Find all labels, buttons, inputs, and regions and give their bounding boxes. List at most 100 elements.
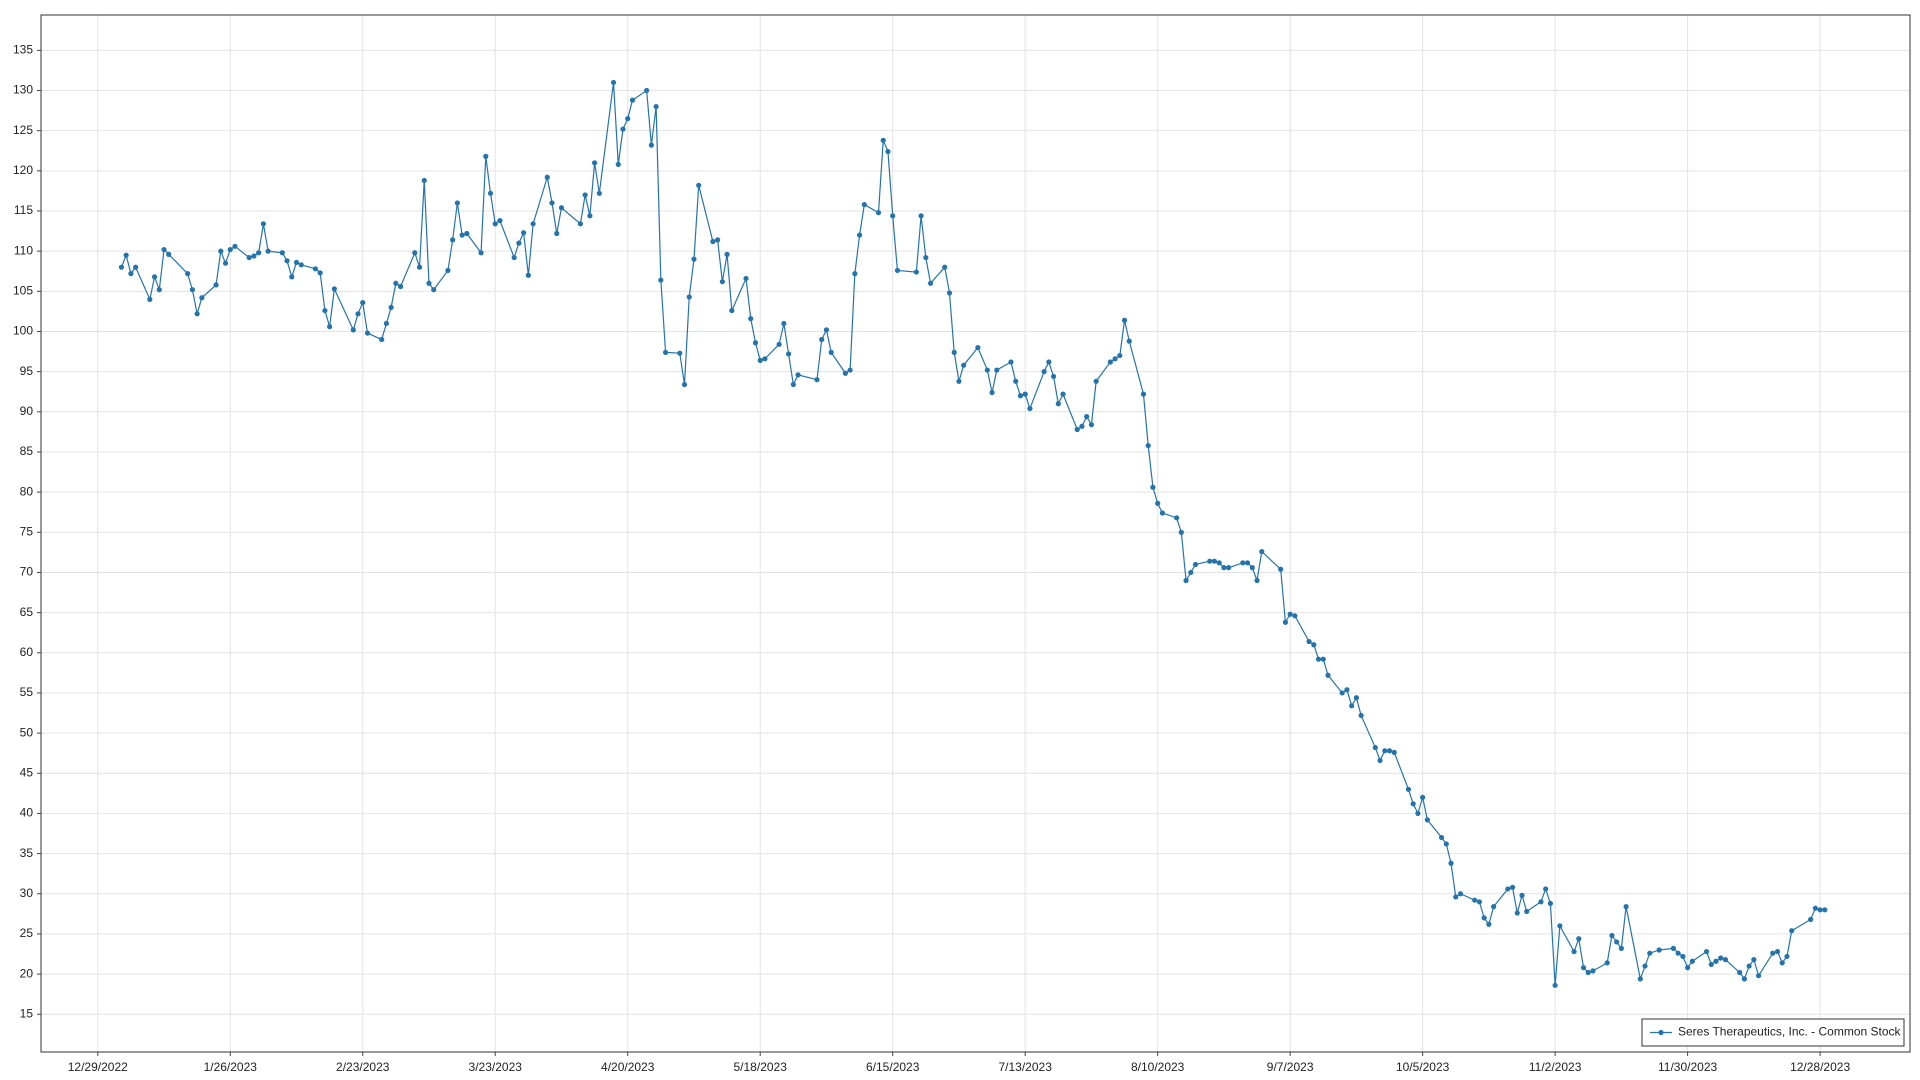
- x-tick-label: 2/23/2023: [336, 1060, 390, 1074]
- data-point: [1557, 923, 1563, 929]
- data-point: [1614, 939, 1620, 945]
- x-tick-label: 12/28/2023: [1790, 1060, 1850, 1074]
- data-point: [1514, 910, 1520, 916]
- data-point: [554, 230, 560, 237]
- data-point: [875, 210, 882, 216]
- data-point: [677, 350, 683, 356]
- y-tick-label: 130: [13, 83, 33, 97]
- data-point: [312, 266, 319, 272]
- data-point: [487, 190, 494, 196]
- data-point: [1774, 948, 1781, 955]
- data-point: [445, 267, 451, 274]
- data-point: [317, 270, 323, 276]
- data-point: [1737, 969, 1743, 976]
- data-point: [989, 389, 995, 396]
- data-point: [189, 287, 196, 293]
- data-point: [880, 137, 886, 143]
- data-point: [1618, 945, 1624, 951]
- data-point: [1093, 378, 1099, 384]
- data-point: [658, 277, 664, 283]
- data-point: [1741, 976, 1747, 982]
- data-point: [1027, 405, 1033, 412]
- data-point: [530, 221, 536, 227]
- y-tick-label: 125: [13, 123, 33, 137]
- data-point: [1377, 757, 1383, 764]
- data-point: [885, 148, 891, 155]
- data-point: [852, 271, 858, 277]
- data-point: [1055, 401, 1061, 407]
- data-point: [412, 250, 418, 256]
- data-point: [1117, 352, 1123, 359]
- data-point: [1453, 894, 1459, 900]
- data-point: [1491, 904, 1497, 910]
- data-point: [549, 200, 555, 206]
- data-point: [1476, 899, 1483, 905]
- data-point: [923, 254, 929, 261]
- data-point: [525, 272, 531, 278]
- data-point: [1254, 577, 1260, 584]
- data-point: [331, 286, 337, 292]
- data-point: [1637, 976, 1643, 982]
- data-point: [1372, 744, 1378, 751]
- data-point: [662, 349, 669, 355]
- data-point: [1448, 860, 1454, 866]
- data-point: [246, 254, 252, 261]
- data-point: [1410, 801, 1416, 807]
- data-point: [1571, 948, 1577, 955]
- data-point: [1159, 510, 1165, 516]
- data-point: [355, 311, 361, 317]
- data-point: [681, 381, 688, 388]
- data-point: [1524, 908, 1530, 915]
- y-tick-label: 30: [20, 886, 34, 900]
- x-tick-label: 12/29/2022: [68, 1060, 128, 1074]
- data-point: [762, 356, 768, 362]
- y-tick-label: 135: [13, 43, 33, 57]
- data-point: [757, 357, 763, 363]
- data-point: [322, 307, 328, 314]
- data-point: [218, 248, 224, 254]
- x-tick-label: 9/7/2023: [1267, 1060, 1314, 1074]
- data-point: [1358, 712, 1364, 719]
- data-point: [596, 190, 602, 196]
- x-tick-label: 11/30/2023: [1658, 1060, 1717, 1074]
- data-point: [1713, 958, 1719, 964]
- data-point: [1576, 936, 1582, 942]
- data-point: [426, 280, 432, 286]
- data-point: [984, 367, 990, 373]
- data-point: [279, 250, 285, 256]
- data-point: [913, 269, 919, 275]
- data-point: [1022, 391, 1028, 397]
- data-point: [1609, 932, 1615, 939]
- data-point: [558, 205, 565, 211]
- x-tick-label: 11/2/2023: [1529, 1060, 1582, 1074]
- data-point: [1339, 690, 1345, 696]
- data-point: [710, 238, 716, 245]
- data-point: [1784, 953, 1790, 960]
- data-point: [927, 280, 934, 286]
- data-point: [1145, 442, 1151, 449]
- data-point: [1457, 891, 1464, 897]
- data-point: [823, 327, 830, 333]
- data-point: [1472, 897, 1478, 903]
- data-point: [1751, 957, 1757, 963]
- data-point: [1779, 960, 1785, 966]
- data-point: [260, 221, 266, 227]
- x-tick-label: 3/23/2023: [469, 1060, 523, 1074]
- x-tick-label: 5/18/2023: [734, 1060, 788, 1074]
- data-point: [724, 251, 730, 257]
- data-point: [961, 362, 967, 368]
- data-point: [327, 324, 333, 330]
- y-tick-label: 60: [20, 645, 34, 659]
- y-tick-label: 115: [14, 203, 33, 217]
- legend-marker: [1658, 1029, 1664, 1036]
- data-point: [227, 246, 233, 253]
- data-point: [1320, 656, 1326, 662]
- legend-label: Seres Therapeutics, Inc. - Common Stock: [1678, 1025, 1902, 1039]
- data-point: [1552, 982, 1558, 988]
- x-tick-label: 10/5/2023: [1396, 1060, 1450, 1074]
- data-point: [222, 260, 229, 266]
- data-point: [1306, 638, 1312, 645]
- data-point: [379, 336, 385, 343]
- data-point: [620, 126, 626, 132]
